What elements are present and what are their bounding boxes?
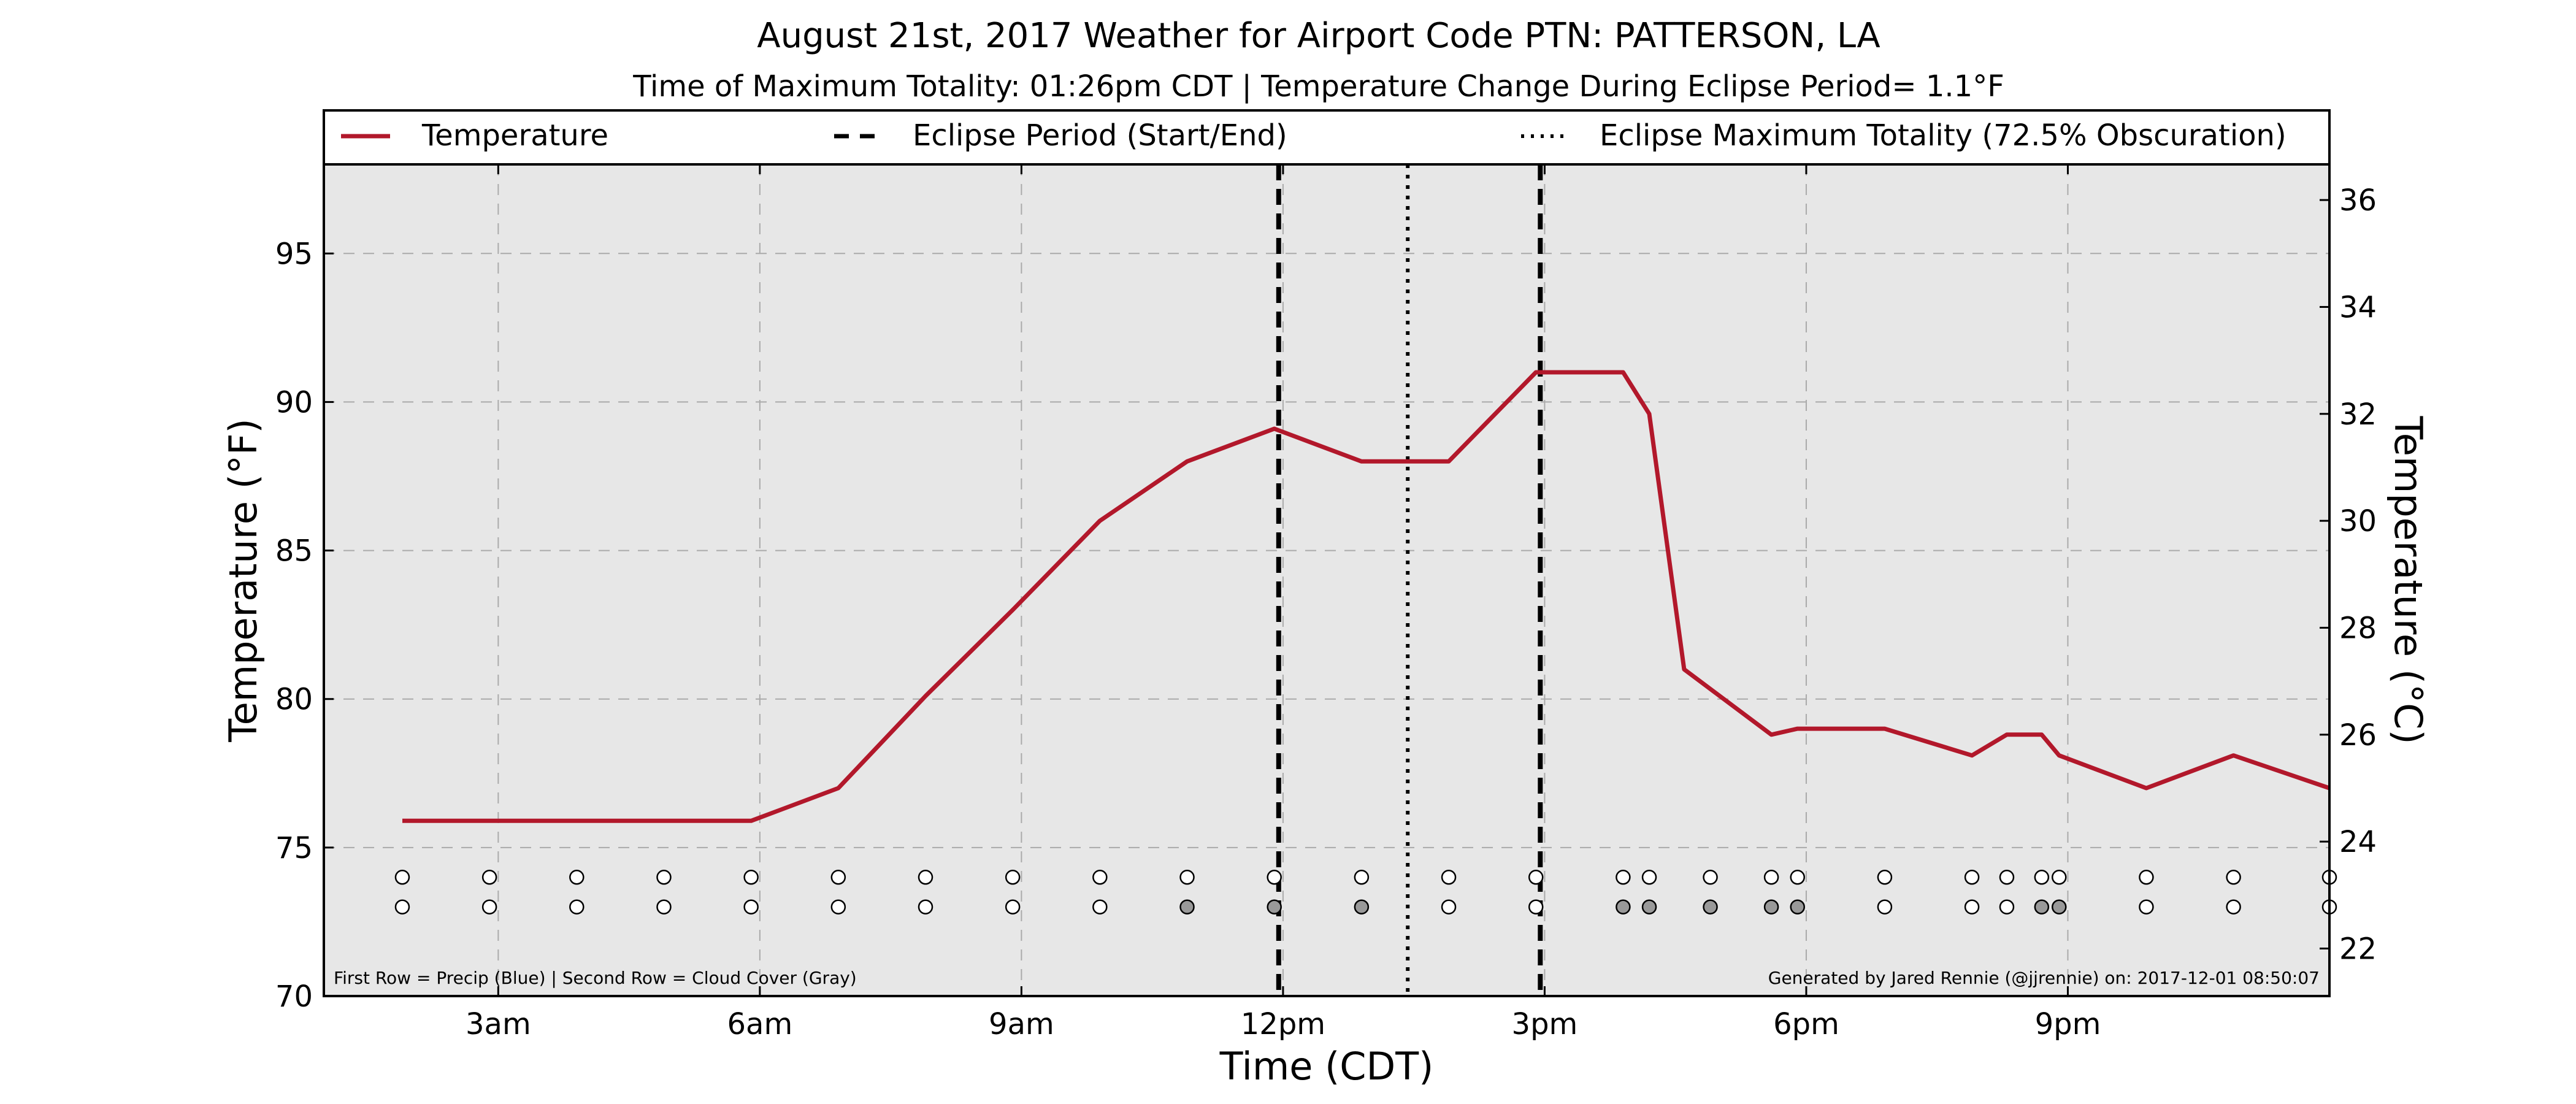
- y-tick-label: 85: [275, 534, 313, 569]
- x-tick-label: 6pm: [1773, 1007, 1839, 1041]
- y-right-tick-label: 36: [2339, 183, 2377, 218]
- precip-marker: [2034, 870, 2050, 885]
- cloud-cover-marker: [1179, 899, 1195, 914]
- precip-marker: [1092, 870, 1108, 885]
- y-axis-right-label: Temperature (°C): [2386, 415, 2431, 744]
- cloud-cover-marker: [656, 899, 672, 914]
- cloud-cover-marker: [2052, 899, 2067, 914]
- chart-subtitle: Time of Maximum Totality: 01:26pm CDT | …: [632, 69, 2004, 104]
- precip-marker: [1354, 870, 1370, 885]
- y-tick-label: 90: [275, 385, 313, 420]
- y-right-tick-label: 28: [2339, 611, 2377, 645]
- y-right-tick-label: 34: [2339, 290, 2377, 324]
- cloud-cover-marker: [1616, 899, 1631, 914]
- y-axis-ticks: 70 75 80 85 90 95: [275, 237, 334, 1014]
- cloud-cover-marker: [1354, 899, 1370, 914]
- cloud-cover-marker: [2139, 899, 2154, 914]
- cloud-cover-marker: [1005, 899, 1021, 914]
- precip-marker: [2139, 870, 2154, 885]
- x-axis-label: Time (CDT): [1219, 1044, 1434, 1089]
- y-tick-label: 75: [275, 831, 313, 865]
- precip-marker: [918, 870, 933, 885]
- observation-rows: [394, 870, 2337, 914]
- x-tick-label: 3pm: [1512, 1007, 1578, 1041]
- precip-marker: [1528, 870, 1544, 885]
- precip-marker: [1703, 870, 1718, 885]
- temperature-series: [402, 370, 2331, 823]
- cloud-cover-marker: [830, 899, 846, 914]
- precip-marker: [656, 870, 672, 885]
- y-tick-label: 95: [275, 237, 313, 271]
- plot-area: [324, 164, 2329, 996]
- precip-marker: [394, 870, 410, 885]
- legend-eclipse-max-label: Eclipse Maximum Totality (72.5% Obscurat…: [1600, 118, 2287, 153]
- precip-marker: [1763, 870, 1779, 885]
- y-axis-right-ticks: 22 24 26 28 30 32 34 36: [2320, 183, 2377, 967]
- legend: Temperature Eclipse Period (Start/End) E…: [323, 109, 2331, 166]
- plot-frame: [323, 163, 2331, 997]
- cloud-cover-marker: [394, 899, 410, 914]
- precip-marker: [481, 870, 497, 885]
- precip-marker: [2226, 870, 2241, 885]
- y-tick-label: 80: [275, 683, 313, 717]
- y-right-tick-label: 24: [2339, 825, 2377, 859]
- cloud-cover-marker: [569, 899, 585, 914]
- precip-marker: [1005, 870, 1021, 885]
- legend-eclipse-period-label: Eclipse Period (Start/End): [913, 118, 1287, 153]
- cloud-cover-marker: [2226, 899, 2241, 914]
- x-axis-ticks: 3am 6am 9am 12pm 3pm 6pm 9pm: [466, 164, 2101, 1041]
- cloud-cover-marker: [1964, 899, 1980, 914]
- cloud-cover-marker: [1999, 899, 2015, 914]
- cloud-cover-marker: [1790, 899, 1805, 914]
- cloud-cover-marker: [1763, 899, 1779, 914]
- cloud-cover-marker: [918, 899, 933, 914]
- y-right-tick-label: 26: [2339, 718, 2377, 753]
- x-tick-label: 12pm: [1241, 1007, 1325, 1041]
- cloud-cover-marker: [1441, 899, 1457, 914]
- cloud-cover-marker: [1092, 899, 1108, 914]
- chart-title: August 21st, 2017 Weather for Airport Co…: [757, 16, 1880, 56]
- y-right-tick-label: 22: [2339, 932, 2377, 967]
- precip-marker: [569, 870, 585, 885]
- precip-marker: [1790, 870, 1805, 885]
- temperature-line: [402, 370, 2331, 823]
- cloud-cover-marker: [481, 899, 497, 914]
- legend-temperature-label: Temperature: [421, 118, 608, 153]
- precip-marker: [830, 870, 846, 885]
- eclipse-markers: [1276, 164, 1543, 996]
- x-tick-label: 6am: [727, 1007, 793, 1041]
- precip-marker: [1616, 870, 1631, 885]
- cloud-cover-marker: [1528, 899, 1544, 914]
- cloud-cover-marker: [2034, 899, 2050, 914]
- y-right-tick-label: 30: [2339, 504, 2377, 539]
- precip-marker: [1179, 870, 1195, 885]
- x-tick-label: 9pm: [2035, 1007, 2101, 1041]
- cloud-cover-marker: [1877, 899, 1893, 914]
- x-tick-label: 9am: [989, 1007, 1054, 1041]
- cloud-cover-marker: [1641, 899, 1657, 914]
- footnote-left: First Row = Precip (Blue) | Second Row =…: [334, 968, 857, 988]
- cloud-cover-marker: [743, 899, 759, 914]
- cloud-cover-marker: [1703, 899, 1718, 914]
- y-right-tick-label: 32: [2339, 397, 2377, 432]
- x-tick-label: 3am: [466, 1007, 531, 1041]
- precip-marker: [1441, 870, 1457, 885]
- precip-marker: [1964, 870, 1980, 885]
- precip-marker: [1877, 870, 1893, 885]
- cloud-cover-marker: [1267, 899, 1282, 914]
- precip-marker: [2052, 870, 2067, 885]
- precip-marker: [1999, 870, 2015, 885]
- y-tick-label: 70: [275, 979, 313, 1014]
- precip-marker: [1641, 870, 1657, 885]
- footnote-right: Generated by Jared Rennie (@jjrennie) on…: [1768, 968, 2320, 988]
- y-axis-label: Temperature (°F): [221, 418, 266, 742]
- legend-box: [323, 109, 2331, 166]
- precip-marker: [743, 870, 759, 885]
- precip-marker: [1267, 870, 1282, 885]
